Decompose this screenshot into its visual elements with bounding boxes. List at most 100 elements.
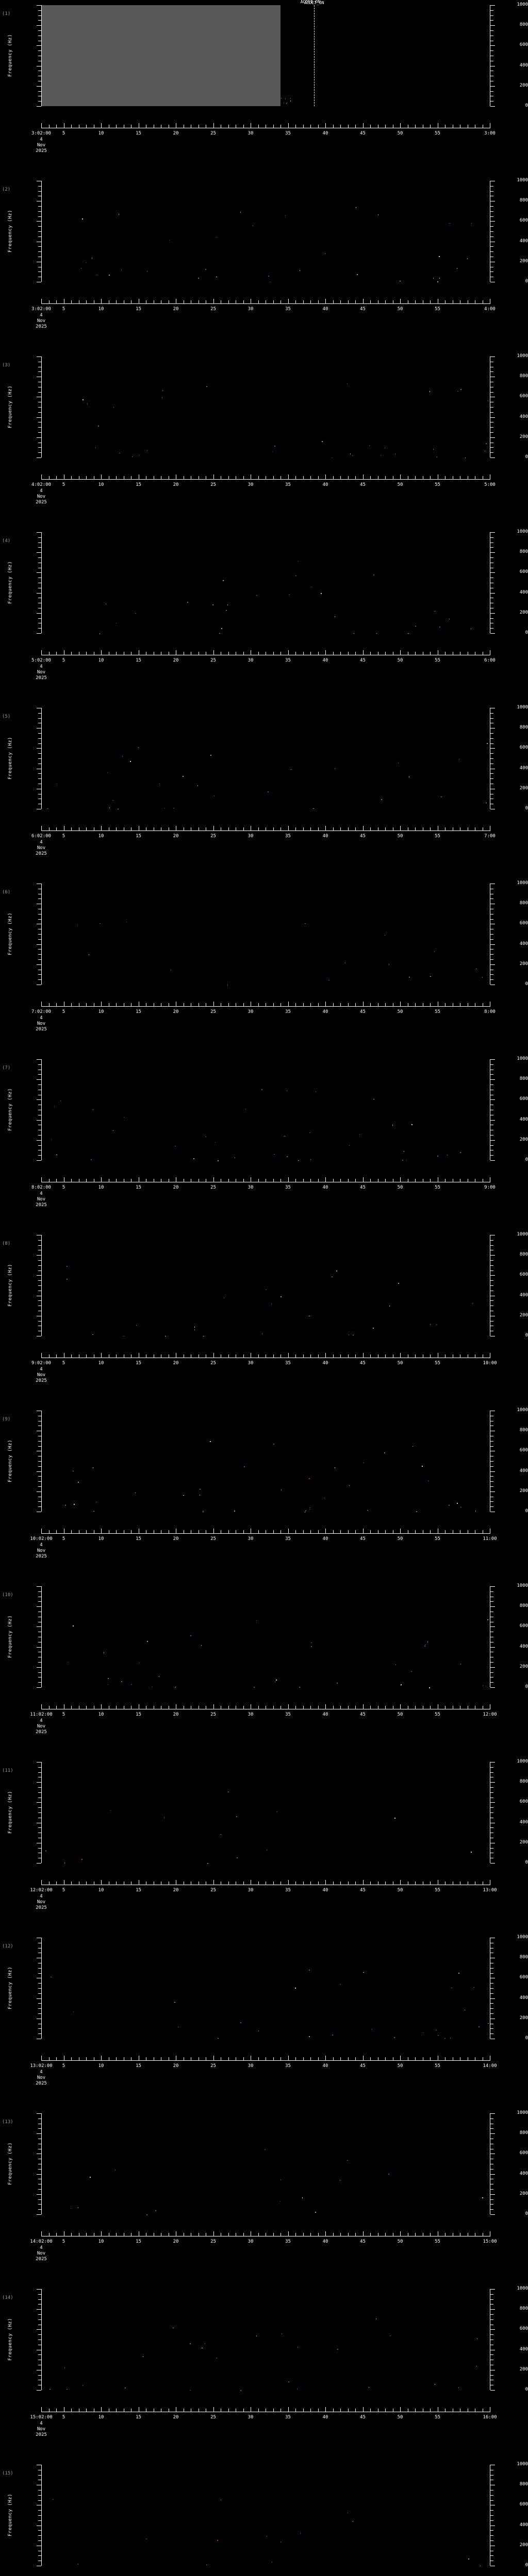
detection-speck xyxy=(91,1159,92,1160)
x-tick-label: 25 xyxy=(210,1536,216,1541)
y-tick-label: 1000 xyxy=(517,705,528,710)
y-tick-right xyxy=(490,2003,493,2004)
detection-speck xyxy=(427,1641,428,1642)
y-tick-label: 400 xyxy=(519,941,528,946)
detection-speck xyxy=(268,275,269,277)
x-tick xyxy=(101,1353,102,1358)
y-tick xyxy=(38,919,41,920)
detection-speck xyxy=(198,278,199,279)
x-tick-label: 10 xyxy=(98,131,104,136)
detection-speck xyxy=(124,2387,126,2388)
x-tick xyxy=(400,826,401,831)
x-tick-label: 35 xyxy=(285,1009,291,1014)
x-tick-label: 15 xyxy=(136,1712,141,1717)
x-tick-label: 5 xyxy=(62,1712,65,1717)
y-tick-label: 200 xyxy=(519,1137,528,1142)
x-tick xyxy=(362,1353,364,1358)
x-tick xyxy=(310,1706,311,1709)
y-tick xyxy=(37,1099,41,1100)
x-tick xyxy=(362,299,364,303)
y-tick-label: 0 xyxy=(525,630,528,635)
x-tick xyxy=(213,1177,214,1182)
x-tick-label: 45 xyxy=(360,307,366,312)
x-tick xyxy=(400,1704,401,1709)
y-tick-right xyxy=(490,2500,493,2501)
x-tick xyxy=(243,1179,244,1182)
x-tick xyxy=(258,2409,259,2412)
x-axis-end-label: 14:00 xyxy=(483,2063,497,2069)
y-axis-line xyxy=(41,1411,42,1512)
y-tick xyxy=(37,1586,41,1587)
detection-speck xyxy=(234,1510,235,1512)
x-tick xyxy=(280,1354,281,1358)
y-tick xyxy=(38,371,41,372)
x-tick xyxy=(71,1706,72,1709)
x-tick xyxy=(385,652,386,655)
x-tick-label: 30 xyxy=(248,834,254,839)
x-tick xyxy=(355,2057,356,2060)
x-axis-date-line1: 4 xyxy=(40,1191,43,1196)
x-tick xyxy=(333,2233,334,2236)
detection-speck xyxy=(290,100,291,101)
y-tick-right xyxy=(490,1265,493,1266)
x-tick-label: 50 xyxy=(397,1185,403,1190)
detection-speck xyxy=(115,2170,116,2171)
x-tick xyxy=(228,827,229,831)
detection-speck xyxy=(92,1334,93,1335)
detection-speck xyxy=(272,451,273,452)
y-tick-label: 200 xyxy=(519,609,528,615)
y-tick-label: 600 xyxy=(519,1623,528,1629)
y-tick-label: 1000 xyxy=(517,178,528,183)
y-tick xyxy=(38,758,41,759)
detection-speck xyxy=(206,386,207,387)
x-tick-label: 50 xyxy=(397,658,403,663)
y-tick xyxy=(38,778,41,779)
x-tick-label: 30 xyxy=(248,1185,254,1190)
x-tick xyxy=(116,1354,117,1358)
detection-speck xyxy=(122,756,123,757)
x-tick-label: 45 xyxy=(360,1712,366,1717)
x-tick xyxy=(325,474,326,479)
y-axis-title: Frequency (Hz) xyxy=(8,1264,13,1307)
event-marker-line xyxy=(314,5,315,106)
y-tick xyxy=(38,1501,41,1502)
y-tick-right xyxy=(490,2294,493,2295)
detection-speck xyxy=(254,1687,255,1688)
x-tick xyxy=(71,1003,72,1006)
detection-speck xyxy=(437,281,439,282)
x-tick-label: 50 xyxy=(397,1009,403,1014)
x-tick xyxy=(280,2233,281,2236)
x-tick xyxy=(116,827,117,831)
y-tick xyxy=(37,1998,41,1999)
y-tick xyxy=(38,1772,41,1773)
x-tick xyxy=(86,1354,87,1358)
panel-number: (3) xyxy=(2,363,11,368)
y-tick-right xyxy=(490,2214,495,2215)
x-tick xyxy=(101,1529,102,1533)
x-tick xyxy=(318,827,319,831)
panel-number: (15) xyxy=(2,2471,13,2476)
x-tick-label: 25 xyxy=(210,2239,216,2244)
x-tick xyxy=(333,2057,334,2060)
x-axis-start-label: 3:02:00 xyxy=(31,307,51,312)
x-tick-label: 50 xyxy=(397,2415,403,2420)
y-axis-line xyxy=(41,1235,42,1336)
y-tick xyxy=(38,412,41,413)
x-tick-label: 45 xyxy=(360,2415,366,2420)
x-axis-end-label: 12:00 xyxy=(483,1712,497,1717)
detection-speck xyxy=(258,2030,259,2031)
detection-speck xyxy=(390,2335,391,2336)
detection-speck xyxy=(146,2538,147,2540)
x-tick-label: 10 xyxy=(98,482,104,487)
panel-number: (1) xyxy=(2,11,11,16)
y-tick xyxy=(38,2209,41,2210)
x-tick xyxy=(41,2056,42,2060)
x-tick xyxy=(348,1354,349,1358)
y-tick xyxy=(38,537,41,538)
y-tick-right xyxy=(490,1968,493,1969)
x-tick xyxy=(362,2231,364,2236)
x-tick-label: 55 xyxy=(435,1712,440,1717)
x-tick xyxy=(101,2407,102,2412)
y-tick-label: 0 xyxy=(525,2563,528,2568)
x-tick xyxy=(385,1530,386,1533)
